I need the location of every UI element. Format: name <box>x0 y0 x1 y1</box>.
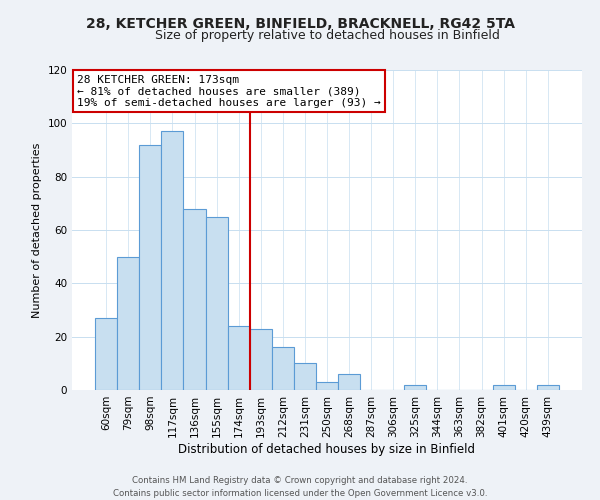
Bar <box>294 364 316 390</box>
Bar <box>250 328 272 390</box>
Bar <box>206 216 227 390</box>
X-axis label: Distribution of detached houses by size in Binfield: Distribution of detached houses by size … <box>179 442 476 456</box>
Bar <box>117 256 139 390</box>
Bar <box>161 132 184 390</box>
Bar <box>493 384 515 390</box>
Text: 28, KETCHER GREEN, BINFIELD, BRACKNELL, RG42 5TA: 28, KETCHER GREEN, BINFIELD, BRACKNELL, … <box>86 18 515 32</box>
Bar <box>404 384 427 390</box>
Bar <box>184 208 206 390</box>
Bar <box>338 374 360 390</box>
Y-axis label: Number of detached properties: Number of detached properties <box>32 142 42 318</box>
Bar <box>139 144 161 390</box>
Text: Contains HM Land Registry data © Crown copyright and database right 2024.
Contai: Contains HM Land Registry data © Crown c… <box>113 476 487 498</box>
Title: Size of property relative to detached houses in Binfield: Size of property relative to detached ho… <box>155 30 499 43</box>
Bar <box>227 326 250 390</box>
Text: 28 KETCHER GREEN: 173sqm
← 81% of detached houses are smaller (389)
19% of semi-: 28 KETCHER GREEN: 173sqm ← 81% of detach… <box>77 75 381 108</box>
Bar <box>537 384 559 390</box>
Bar <box>95 318 117 390</box>
Bar <box>316 382 338 390</box>
Bar <box>272 348 294 390</box>
